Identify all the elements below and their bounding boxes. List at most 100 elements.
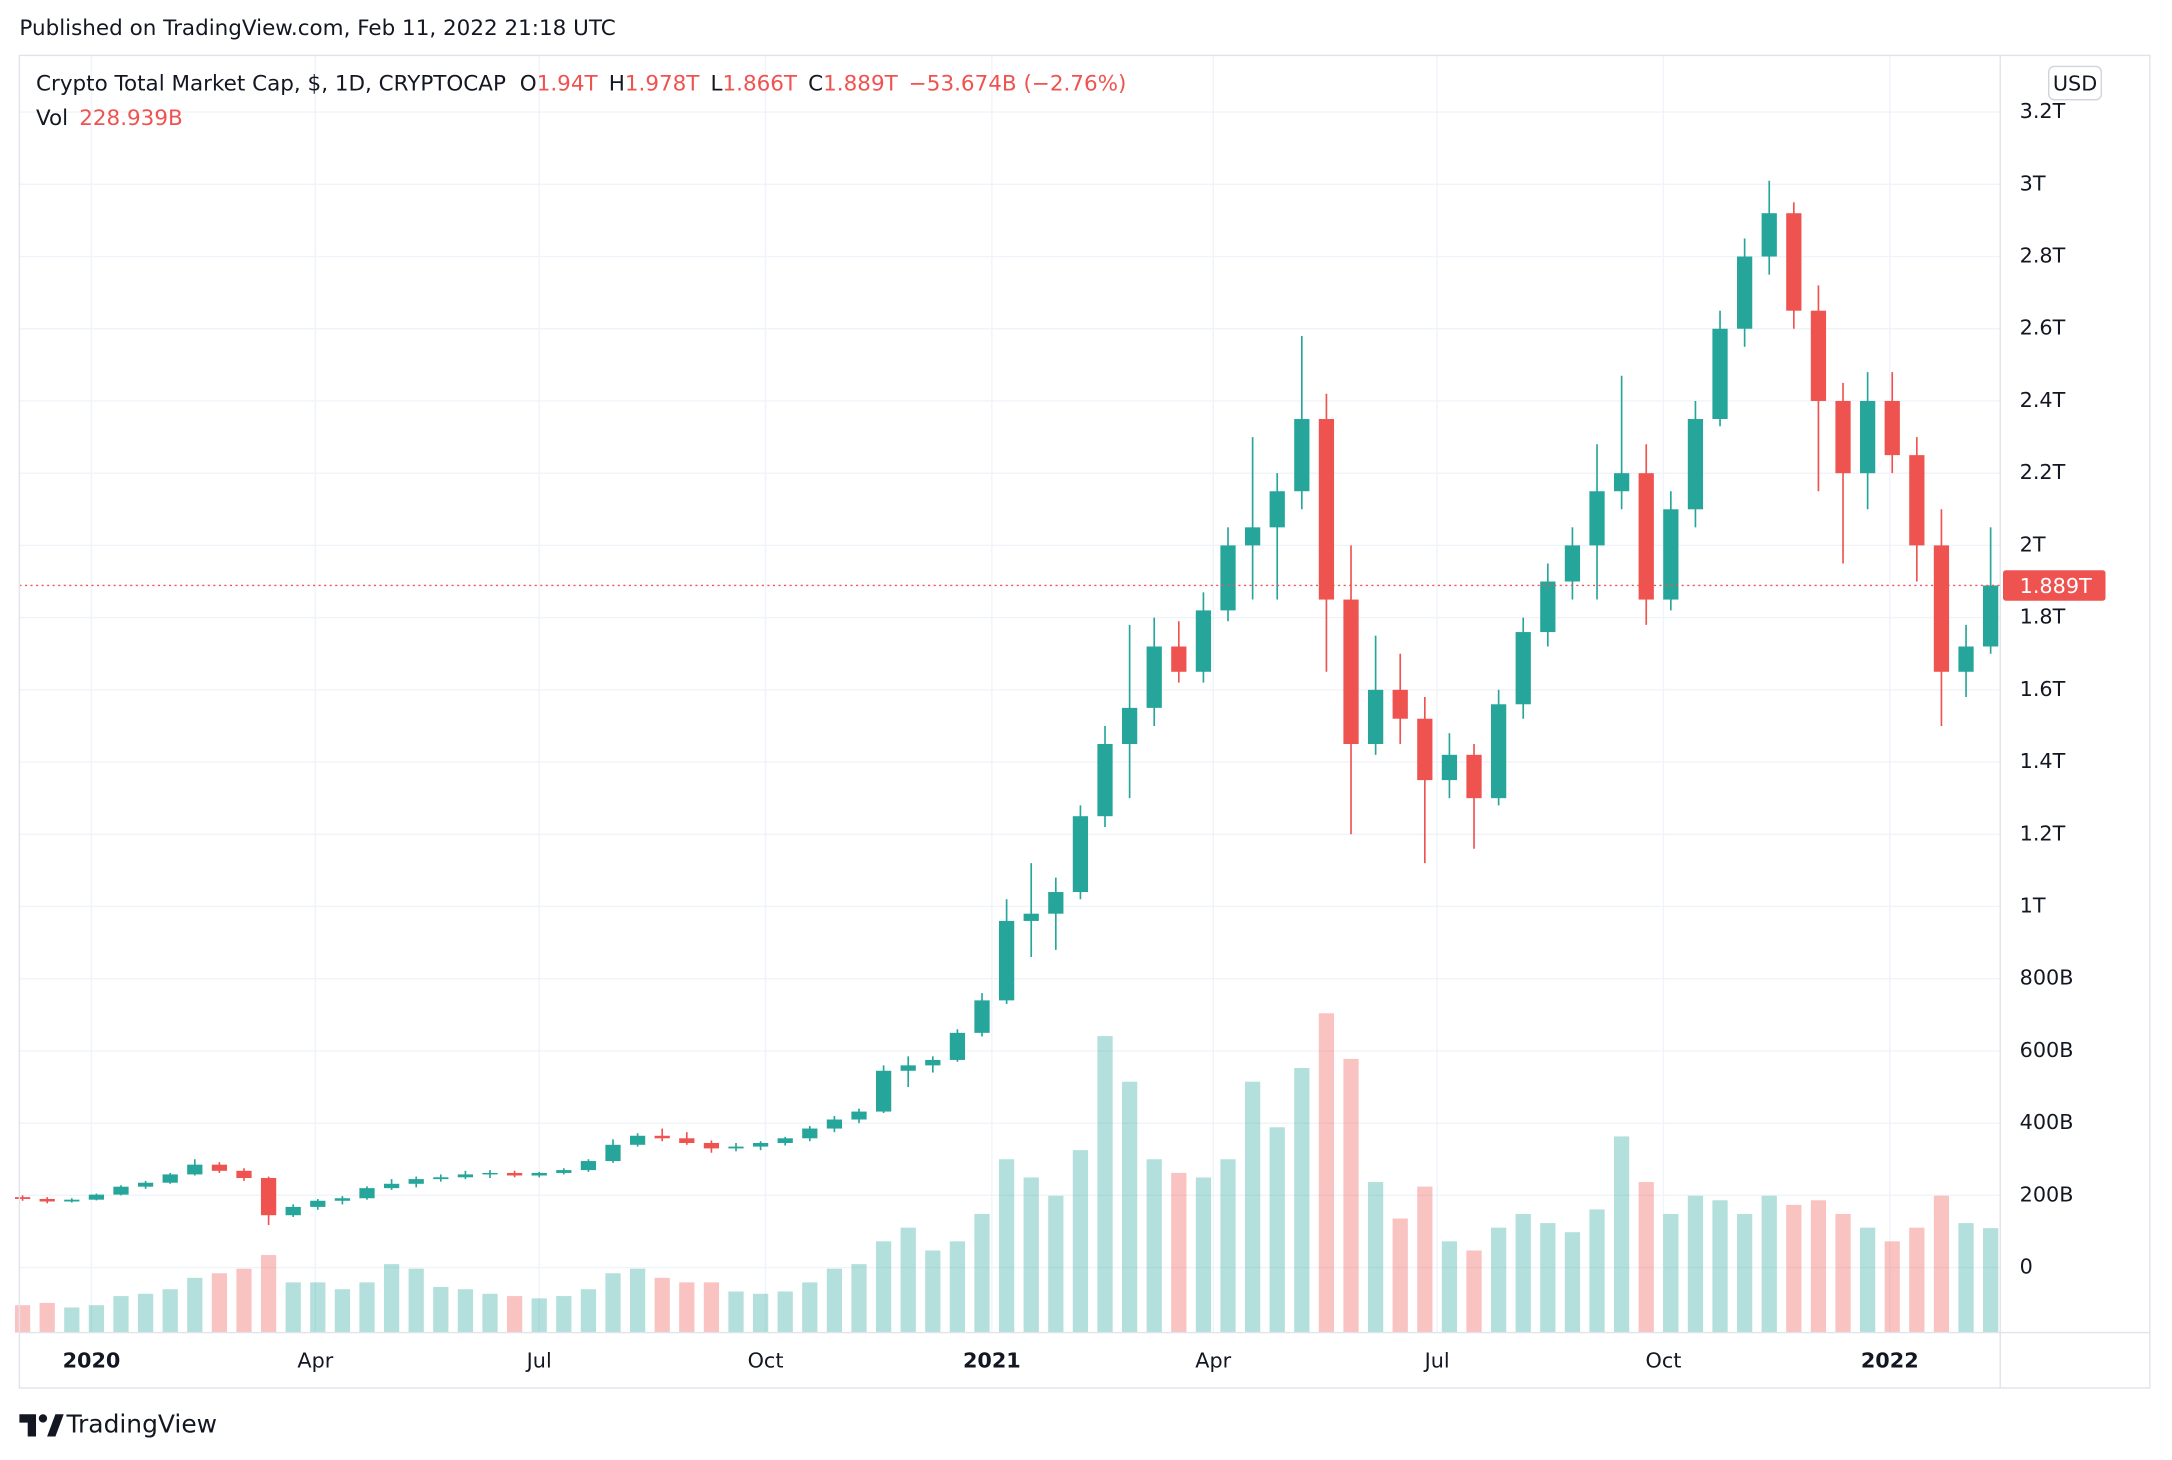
candle-body: [1638, 473, 1654, 600]
candle-body: [925, 1059, 941, 1066]
volume-bar: [1909, 1227, 1925, 1333]
volume-legend: Vol 228.939B: [36, 106, 183, 131]
candle-body: [1417, 718, 1433, 781]
candle-body: [1097, 743, 1113, 817]
volume-bar: [64, 1307, 80, 1333]
x-tick-label: 2022: [1861, 1349, 1919, 1373]
candle-body: [1540, 581, 1556, 633]
volume-bar: [408, 1268, 424, 1333]
volume-bar: [1367, 1182, 1384, 1333]
candle-body: [802, 1128, 818, 1139]
panes: [14, 55, 2001, 1333]
legend-key: H: [609, 71, 625, 96]
volume-bar: [1515, 1213, 1531, 1333]
candle-body: [187, 1164, 203, 1175]
volume-label: Vol: [36, 106, 68, 131]
candle-body: [285, 1206, 301, 1216]
candle-body: [752, 1142, 769, 1147]
volume-bar: [580, 1289, 597, 1333]
candle-body: [482, 1172, 498, 1175]
candle-body: [39, 1198, 55, 1202]
volume-bar: [1220, 1159, 1236, 1333]
candle-body: [1491, 704, 1507, 799]
volume-bar: [703, 1282, 720, 1333]
currency[interactable]: USD: [2053, 71, 2097, 95]
logo-mark: [19, 1414, 37, 1437]
volume-bar: [531, 1298, 547, 1333]
candle-body: [137, 1182, 154, 1187]
volume-bar: [925, 1250, 941, 1333]
volume-bar: [187, 1277, 203, 1333]
volume-bar: [974, 1213, 990, 1333]
legend-value: 1.978T: [625, 71, 700, 96]
brand: TradingView: [65, 1409, 217, 1438]
candle-body: [1958, 646, 1974, 672]
publisher: Published on TradingView.com, Feb 11, 20…: [19, 16, 615, 41]
candle-body: [1048, 892, 1064, 914]
candle-body: [310, 1200, 326, 1207]
candle-body: [1687, 419, 1704, 510]
candle-body: [1909, 455, 1925, 546]
x-tick-label: Oct: [1645, 1349, 1681, 1373]
candle-body: [1269, 491, 1285, 528]
candle-body: [457, 1174, 474, 1178]
logo-mark: [47, 1414, 64, 1437]
chart-border: [18, 54, 2151, 1389]
candle-body: [433, 1177, 449, 1180]
volume-bar: [1737, 1213, 1753, 1333]
candle-body: [629, 1135, 646, 1145]
volume-bar: [1441, 1241, 1458, 1333]
volume-bar: [1491, 1227, 1507, 1333]
candle-body: [506, 1172, 523, 1176]
candle-body: [998, 920, 1015, 1001]
candle-body: [1121, 707, 1138, 744]
last-price-box: [2003, 570, 2106, 601]
candle-body: [1761, 213, 1777, 257]
candle-body: [1737, 256, 1753, 329]
volume-bar: [310, 1282, 326, 1333]
y-tick-label: 2.8T: [2020, 244, 2066, 268]
y-tick-label: 1.4T: [2020, 749, 2066, 773]
y-tick-label: 2.2T: [2020, 460, 2066, 484]
volume-bar: [1958, 1223, 1974, 1333]
volume-bar: [1294, 1068, 1310, 1333]
y-tick-label: 2.6T: [2020, 316, 2066, 340]
volume-bar: [752, 1293, 769, 1333]
volume-bar: [1884, 1241, 1900, 1333]
last-price-label: 1.889T: [2020, 574, 2092, 598]
candle-body: [1466, 754, 1482, 799]
volume-bar: [1466, 1250, 1482, 1333]
x-tick-label: Oct: [748, 1349, 784, 1373]
candle-body: [1441, 754, 1458, 781]
candle-body: [949, 1032, 966, 1060]
volume-bar: [728, 1291, 744, 1333]
volume-bar: [1983, 1228, 1999, 1333]
candle-body: [1318, 419, 1335, 600]
volume-bar: [875, 1241, 892, 1333]
candle-body: [826, 1119, 843, 1129]
candle-body: [654, 1135, 670, 1139]
legend-value: 1.866T: [722, 71, 797, 96]
symbol-title: Crypto Total Market Cap, $, 1D, CRYPTOCA…: [36, 71, 506, 96]
candle-body: [1589, 491, 1605, 546]
legend-header: Crypto Total Market Cap, $, 1D, CRYPTOCA…: [36, 71, 1126, 96]
volume-bar: [629, 1268, 646, 1333]
volume-bar: [1540, 1223, 1556, 1333]
y-tick-label: 2T: [2020, 532, 2046, 556]
currency-box[interactable]: [2048, 65, 2103, 101]
volume-bar: [679, 1282, 695, 1333]
candle-body: [1860, 400, 1876, 474]
volume-bar: [39, 1302, 55, 1333]
candle-body: [14, 1197, 31, 1199]
candle-body: [1884, 400, 1900, 456]
volume-bar: [1244, 1081, 1261, 1333]
volume-bar: [14, 1305, 31, 1333]
candle-body: [875, 1070, 892, 1112]
x-tick-label: Jul: [1423, 1349, 1450, 1373]
legend-change: −53.674B (−2.76%): [909, 71, 1127, 96]
candle-body: [1195, 610, 1212, 672]
candle-body: [1244, 527, 1261, 546]
